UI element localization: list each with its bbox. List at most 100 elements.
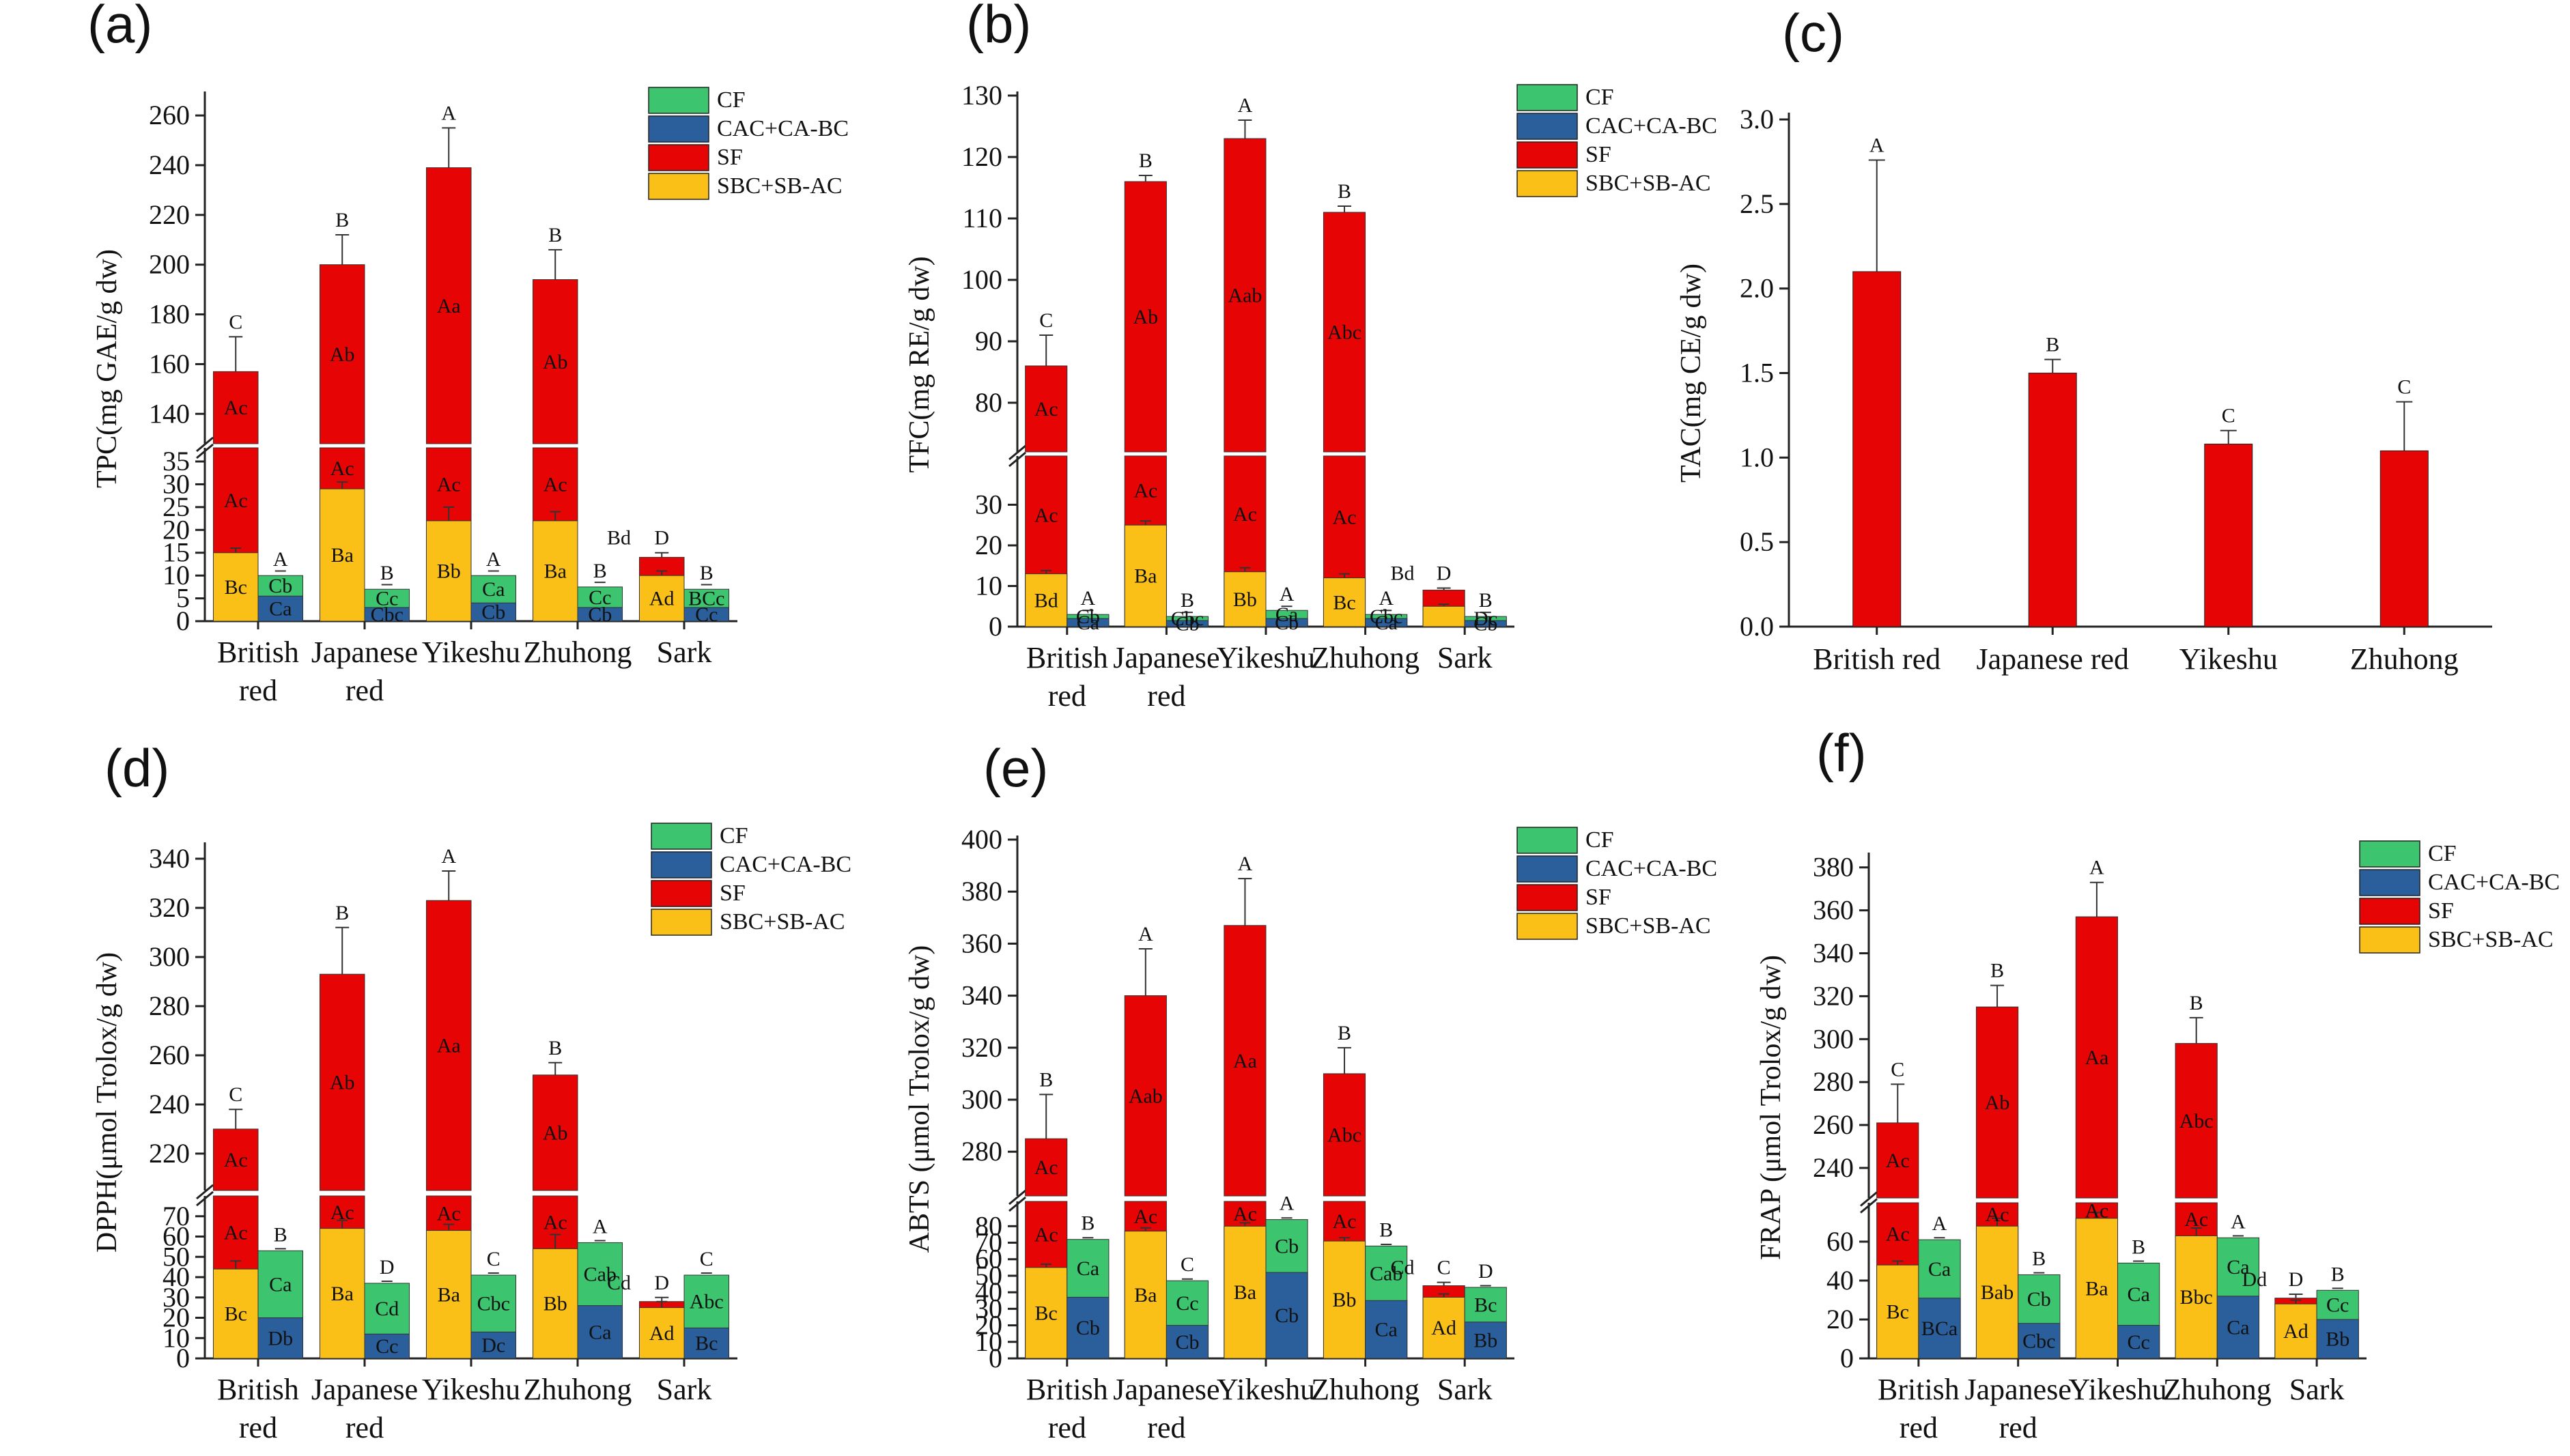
x-tick-label: red bbox=[239, 1411, 277, 1444]
sig-letter: A bbox=[1869, 134, 1884, 156]
in-bar-letter: Ac bbox=[1034, 504, 1058, 526]
panel-label: (e) bbox=[983, 738, 1048, 798]
y-tick-label: 240 bbox=[1813, 1152, 1854, 1183]
legend-swatch bbox=[648, 144, 709, 171]
bar-cac bbox=[1067, 618, 1110, 627]
bar-cac bbox=[683, 607, 730, 622]
y-tick-label: 25 bbox=[163, 491, 190, 522]
in-bar-letter: Ab bbox=[543, 1122, 568, 1144]
y-tick-label: 2.5 bbox=[1740, 188, 1774, 219]
y-tick-label: 10 bbox=[975, 1326, 1002, 1357]
bar-cac bbox=[2117, 1325, 2160, 1359]
legend-label: SF bbox=[2428, 898, 2454, 924]
bar-sf bbox=[2075, 916, 2118, 1199]
sig-letter: B bbox=[2046, 334, 2059, 356]
axis-break-mark bbox=[196, 1190, 214, 1207]
y-tick-label: 180 bbox=[149, 299, 190, 330]
y-tick-label: 0 bbox=[1840, 1343, 1854, 1373]
axis-break-mark bbox=[196, 1184, 214, 1200]
sig-letter-top: A bbox=[441, 102, 456, 124]
legend: CF CAC+CA-BC SF SBC+SB-AC bbox=[648, 87, 849, 200]
in-bar-letter: Cc bbox=[2127, 1331, 2149, 1354]
in-bar-letter: Cb bbox=[1275, 612, 1299, 634]
x-tick-label: red bbox=[1147, 679, 1185, 713]
bar-cac bbox=[2018, 1323, 2061, 1359]
bar-sf bbox=[1323, 1073, 1366, 1197]
in-bar-letter: Cb bbox=[481, 601, 505, 624]
sig-letter-top: B bbox=[1338, 1022, 1351, 1044]
x-tick-label: Japanese bbox=[1113, 1373, 1219, 1406]
in-bar-letter: Bb bbox=[543, 1293, 567, 1315]
sig-letter-c-top: B bbox=[700, 562, 714, 584]
legend-swatch bbox=[651, 880, 712, 907]
in-bar-letter: Ac bbox=[1333, 1210, 1357, 1233]
in-bar-letter: Ac bbox=[543, 1212, 567, 1234]
x-tick-label: Zhuhong bbox=[1311, 1373, 1420, 1406]
in-bar-letter: Cd bbox=[375, 1298, 399, 1320]
sig-letter-c-top: C bbox=[1181, 1253, 1194, 1276]
y-axis-label: ABTS (μmol Trolox/g dw) bbox=[904, 945, 935, 1253]
in-bar-letter: Ca bbox=[1375, 1319, 1398, 1341]
in-bar-letter: Ac bbox=[1333, 506, 1357, 528]
in-bar-letter: Cbc bbox=[1171, 608, 1204, 630]
in-bar-letter: Cb bbox=[588, 603, 612, 626]
sig-letter-c-top: B bbox=[1479, 589, 1493, 612]
y-tick-label: 0 bbox=[176, 1343, 190, 1373]
bar-sbc bbox=[638, 575, 685, 622]
bar-sbc bbox=[1224, 1225, 1267, 1359]
panel-label: (f) bbox=[1816, 723, 1867, 783]
in-bar-letter: Bb bbox=[2326, 1328, 2349, 1351]
x-tick-label: British bbox=[1026, 641, 1108, 674]
y-tick-label: 320 bbox=[149, 892, 190, 923]
y-tick-label: 40 bbox=[975, 1276, 1002, 1307]
bar-sbc bbox=[425, 520, 472, 622]
y-tick-label: 70 bbox=[163, 1201, 190, 1231]
in-bar-letter: Ac bbox=[1233, 503, 1257, 526]
legend-swatch bbox=[1516, 170, 1578, 197]
bar-cac bbox=[470, 1331, 517, 1359]
bar-sbc bbox=[1422, 605, 1465, 627]
in-bar-letter: Ca bbox=[482, 578, 505, 601]
in-bar-letter: Bbc bbox=[2180, 1286, 2213, 1309]
bar-sf bbox=[425, 167, 472, 444]
in-bar-letter: Bb bbox=[1233, 588, 1257, 611]
in-bar-letter: Abc bbox=[690, 1291, 724, 1313]
legend-label: CF bbox=[1585, 85, 1614, 110]
y-axis-label: TPC(mg GAE/g dw) bbox=[91, 249, 123, 488]
sig-letter-c-top: B bbox=[2132, 1236, 2145, 1258]
axis-break-mark bbox=[1860, 1198, 1878, 1214]
sig-letter-top: B bbox=[1139, 149, 1153, 172]
legend-swatch bbox=[1516, 884, 1578, 911]
in-bar-letter: Ca bbox=[589, 1321, 611, 1343]
y-tick-label: 0.5 bbox=[1740, 526, 1774, 557]
y-tick-label: 1.0 bbox=[1740, 442, 1774, 472]
x-tick-label: British red bbox=[1813, 642, 1940, 676]
in-bar-letter: Ca bbox=[1077, 1257, 1099, 1280]
x-tick-label: Yikeshu bbox=[422, 1373, 520, 1406]
sig-letter-c-top: B bbox=[1081, 1212, 1095, 1235]
in-bar-letter: Cb bbox=[1275, 1304, 1299, 1327]
y-tick-label: 280 bbox=[1813, 1066, 1854, 1097]
y-tick-label: 380 bbox=[961, 876, 1002, 907]
bar-cac bbox=[1365, 1300, 1408, 1359]
axis-break-mark bbox=[1860, 1191, 1878, 1207]
legend-swatch bbox=[651, 909, 712, 936]
y-tick-label: 320 bbox=[1813, 980, 1854, 1011]
axis-break-mark bbox=[1008, 1189, 1026, 1205]
legend-swatch bbox=[651, 823, 712, 850]
bar-sbc bbox=[212, 1268, 259, 1359]
in-bar-letter: Ad bbox=[1431, 1317, 1456, 1339]
sig-letter-top: B bbox=[2190, 992, 2203, 1014]
bar-cac bbox=[1067, 1296, 1110, 1359]
in-bar-letter: Aa bbox=[1233, 1050, 1257, 1072]
legend-swatch bbox=[1516, 913, 1578, 940]
bar-cac bbox=[1464, 1322, 1507, 1359]
y-tick-label: 20 bbox=[163, 514, 190, 545]
y-tick-label: 260 bbox=[149, 100, 190, 130]
y-tick-label: 20 bbox=[975, 1310, 1002, 1341]
sig-letter-extra: Cd bbox=[607, 1272, 631, 1294]
sig-letter-c-top: A bbox=[273, 548, 288, 571]
legend-swatch bbox=[2359, 898, 2420, 925]
x-tick-label: British bbox=[1026, 1373, 1108, 1406]
y-tick-label: 10 bbox=[163, 560, 190, 590]
